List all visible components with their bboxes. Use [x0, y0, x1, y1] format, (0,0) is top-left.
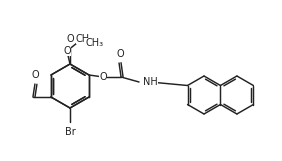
Text: O: O [66, 34, 74, 44]
Text: O: O [99, 72, 107, 82]
Text: Br: Br [65, 127, 75, 137]
Text: O: O [116, 49, 124, 59]
Text: CH₃: CH₃ [76, 34, 94, 44]
Text: NH: NH [143, 77, 158, 87]
Text: CH₃: CH₃ [85, 38, 103, 48]
Text: O: O [31, 70, 39, 80]
Text: O: O [63, 46, 71, 56]
